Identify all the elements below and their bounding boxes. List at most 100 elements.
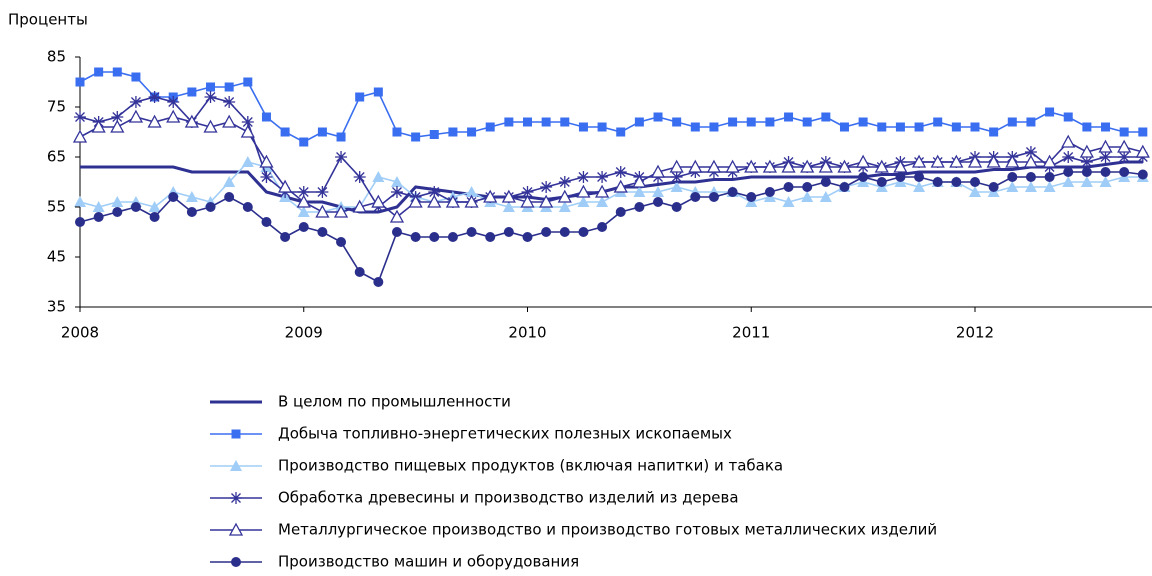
marker-square bbox=[541, 117, 551, 127]
marker-circle bbox=[503, 227, 514, 237]
marker-square bbox=[616, 127, 626, 137]
marker-square bbox=[877, 122, 887, 132]
marker-circle bbox=[746, 192, 757, 202]
marker-star bbox=[521, 186, 534, 198]
marker-circle bbox=[727, 187, 738, 197]
marker-circle bbox=[783, 182, 794, 192]
marker-triangle bbox=[464, 194, 479, 208]
marker-triangle bbox=[1005, 154, 1020, 168]
marker-triangle bbox=[949, 154, 964, 168]
marker-triangle bbox=[241, 156, 254, 167]
marker-square bbox=[597, 122, 607, 132]
marker-star bbox=[428, 186, 441, 198]
marker-triangle bbox=[389, 209, 405, 223]
marker-triangle bbox=[1061, 134, 1076, 148]
marker-triangle bbox=[930, 154, 945, 168]
series-line bbox=[79, 116, 1144, 219]
marker-circle bbox=[75, 217, 85, 227]
marker-square bbox=[299, 137, 309, 147]
marker-star bbox=[1099, 151, 1112, 163]
marker-triangle bbox=[669, 159, 684, 173]
marker-square bbox=[690, 122, 700, 132]
marker-triangle bbox=[390, 176, 403, 187]
marker-circle bbox=[447, 232, 458, 242]
marker-circle bbox=[280, 232, 291, 242]
marker-triangle bbox=[594, 184, 610, 198]
marker-circle bbox=[522, 232, 533, 242]
marker-triangle bbox=[874, 159, 889, 173]
marker-star bbox=[260, 171, 273, 183]
marker-circle bbox=[839, 182, 850, 192]
y-tick-label: 45 bbox=[47, 248, 66, 266]
marker-square bbox=[411, 132, 421, 142]
marker-triangle bbox=[1024, 181, 1037, 192]
marker-circle bbox=[224, 192, 235, 202]
marker-star bbox=[596, 171, 609, 183]
y-tick-label: 75 bbox=[47, 98, 66, 116]
series-line bbox=[79, 96, 1143, 209]
marker-circle bbox=[373, 277, 384, 287]
marker-triangle bbox=[688, 159, 703, 173]
marker-triangle bbox=[819, 191, 832, 202]
marker-triangle bbox=[240, 124, 255, 138]
marker-square bbox=[709, 122, 719, 132]
marker-square bbox=[94, 67, 104, 77]
marker-square bbox=[504, 117, 514, 127]
marker-triangle bbox=[228, 522, 244, 536]
marker-triangle bbox=[72, 129, 88, 143]
marker-circle bbox=[410, 232, 421, 242]
marker-circle bbox=[653, 197, 664, 207]
marker-circle bbox=[298, 222, 309, 232]
marker-triangle bbox=[501, 189, 516, 203]
marker-triangle bbox=[1079, 144, 1094, 158]
marker-triangle bbox=[296, 194, 311, 208]
marker-square bbox=[634, 117, 644, 127]
marker-triangle bbox=[650, 164, 666, 178]
marker-triangle bbox=[613, 179, 628, 193]
marker-triangle bbox=[185, 191, 198, 202]
marker-circle bbox=[1044, 172, 1055, 182]
marker-circle bbox=[205, 202, 216, 212]
marker-triangle bbox=[520, 194, 535, 208]
marker-circle bbox=[1119, 167, 1130, 177]
marker-square bbox=[206, 82, 216, 92]
marker-triangle bbox=[333, 204, 349, 218]
marker-square bbox=[933, 117, 943, 127]
marker-triangle bbox=[166, 109, 181, 123]
marker-star bbox=[1118, 151, 1131, 163]
marker-square bbox=[951, 122, 961, 132]
marker-triangle bbox=[911, 154, 927, 168]
marker-circle bbox=[1025, 172, 1036, 182]
marker-square bbox=[578, 122, 588, 132]
marker-star bbox=[1024, 146, 1037, 158]
marker-triangle bbox=[408, 194, 423, 208]
marker-circle bbox=[914, 172, 925, 182]
marker-circle bbox=[186, 207, 197, 217]
marker-circle bbox=[1137, 169, 1148, 180]
marker-triangle bbox=[222, 114, 237, 128]
marker-circle bbox=[130, 202, 141, 212]
marker-circle bbox=[149, 212, 160, 222]
marker-circle bbox=[615, 207, 626, 217]
marker-square bbox=[336, 132, 346, 142]
marker-circle bbox=[970, 177, 980, 187]
marker-circle bbox=[988, 182, 999, 192]
marker-triangle bbox=[800, 159, 815, 173]
marker-triangle bbox=[1117, 139, 1132, 153]
marker-triangle bbox=[259, 154, 274, 168]
marker-square bbox=[765, 117, 775, 127]
marker-star bbox=[577, 171, 590, 183]
marker-square bbox=[1119, 127, 1129, 137]
marker-square bbox=[261, 112, 271, 122]
marker-circle bbox=[485, 232, 496, 242]
marker-square bbox=[243, 77, 253, 87]
marker-circle bbox=[429, 232, 440, 242]
marker-circle bbox=[634, 202, 645, 212]
marker-square bbox=[280, 127, 290, 137]
marker-square bbox=[448, 127, 458, 137]
marker-square bbox=[1026, 117, 1036, 127]
marker-circle bbox=[112, 207, 123, 217]
marker-circle bbox=[1100, 167, 1111, 177]
marker-triangle bbox=[1023, 154, 1039, 168]
